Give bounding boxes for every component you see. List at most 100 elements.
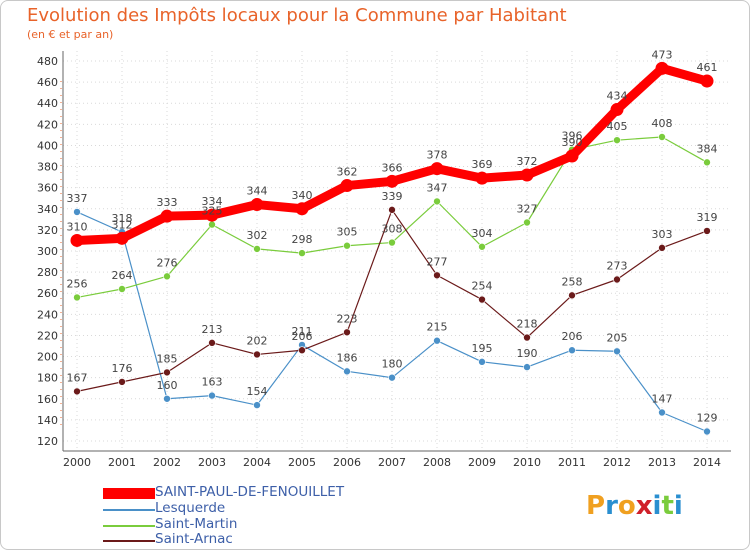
y-tick-label: 380 (37, 161, 58, 174)
data-point-saint-arnac (208, 339, 216, 347)
data-point-saint-arnac (163, 368, 171, 377)
data-label-saint-martin: 298 (292, 233, 313, 246)
y-tick-label: 260 (37, 287, 58, 300)
data-point-saint-martin (253, 245, 261, 253)
data-point-saint-martin (388, 238, 396, 247)
data-label-saint-paul-de-fenouillet: 390 (562, 136, 583, 149)
data-label-lesquerde: 318 (112, 212, 133, 225)
data-label-saint-arnac: 273 (607, 260, 628, 273)
data-label-lesquerde: 147 (652, 393, 673, 406)
data-point-saint-arnac (568, 291, 576, 300)
data-point-lesquerde (343, 367, 351, 376)
data-label-saint-arnac: 218 (517, 318, 538, 331)
legend-swatch-saint-arnac (103, 540, 155, 542)
y-tick-label: 120 (37, 435, 58, 448)
data-label-lesquerde: 190 (517, 347, 538, 360)
data-label-saint-arnac: 303 (652, 228, 673, 241)
data-label-saint-paul-de-fenouillet: 378 (427, 149, 448, 162)
data-label-saint-paul-de-fenouillet: 334 (202, 195, 223, 208)
data-label-saint-martin: 256 (67, 277, 88, 290)
data-point-saint-arnac (658, 244, 666, 252)
data-point-saint-martin (478, 242, 486, 251)
y-tick-label: 240 (37, 308, 58, 321)
logo-letter: x (635, 491, 653, 521)
data-label-saint-martin: 302 (247, 229, 268, 242)
data-label-saint-arnac: 254 (472, 280, 493, 293)
data-label-saint-martin: 408 (652, 117, 673, 130)
data-label-saint-martin: 327 (517, 203, 538, 216)
y-tick-label: 180 (37, 372, 58, 385)
data-point-saint-martin (298, 249, 306, 257)
data-point-saint-paul-de-fenouillet (520, 168, 534, 182)
data-point-saint-paul-de-fenouillet (295, 202, 309, 216)
data-point-lesquerde (163, 394, 171, 403)
data-label-saint-martin: 304 (472, 227, 493, 240)
data-label-saint-martin: 308 (382, 223, 403, 236)
data-label-saint-martin: 305 (337, 226, 358, 239)
data-label-saint-arnac: 202 (247, 334, 268, 347)
x-tick-label: 2004 (243, 456, 271, 469)
data-label-lesquerde: 186 (337, 351, 358, 364)
data-label-saint-paul-de-fenouillet: 310 (67, 220, 88, 233)
data-point-saint-paul-de-fenouillet (655, 61, 669, 75)
data-label-lesquerde: 205 (607, 331, 628, 344)
logo-letter: i (673, 491, 683, 521)
data-label-lesquerde: 160 (157, 379, 178, 392)
data-label-saint-paul-de-fenouillet: 312 (112, 218, 133, 231)
logo-letter: P (586, 491, 606, 521)
data-label-saint-martin: 347 (427, 181, 448, 194)
data-label-saint-arnac: 277 (427, 255, 448, 268)
x-tick-label: 2008 (423, 456, 451, 469)
data-label-saint-paul-de-fenouillet: 344 (247, 185, 268, 198)
data-label-saint-paul-de-fenouillet: 333 (157, 196, 178, 209)
data-point-saint-arnac (253, 350, 261, 359)
x-tick-label: 2001 (108, 456, 136, 469)
data-point-lesquerde (208, 391, 216, 400)
x-tick-label: 2006 (333, 456, 361, 469)
y-tick-label: 340 (37, 203, 58, 216)
data-point-saint-paul-de-fenouillet (70, 233, 84, 247)
y-tick-label: 200 (37, 351, 58, 364)
chart-title: Evolution des Impôts locaux pour la Comm… (27, 5, 567, 26)
x-tick-label: 2007 (378, 456, 406, 469)
data-point-lesquerde (478, 358, 486, 366)
x-tick-label: 2005 (288, 456, 316, 469)
y-tick-label: 140 (37, 414, 58, 427)
data-label-lesquerde: 154 (247, 385, 268, 398)
data-point-lesquerde (613, 347, 621, 356)
data-point-saint-martin (343, 241, 351, 250)
data-point-lesquerde (703, 427, 711, 436)
data-point-saint-arnac (703, 227, 711, 235)
logo-letter: i (652, 491, 662, 521)
legend-label-saint-paul: SAINT-PAUL-DE-FENOUILLET (155, 484, 345, 500)
data-label-saint-paul-de-fenouillet: 372 (517, 155, 538, 168)
data-label-saint-paul-de-fenouillet: 340 (292, 189, 313, 202)
data-point-saint-paul-de-fenouillet (340, 179, 354, 193)
data-label-saint-martin: 276 (157, 256, 178, 269)
y-tick-label: 320 (37, 224, 58, 237)
data-label-lesquerde: 195 (472, 342, 493, 355)
data-label-lesquerde: 163 (202, 376, 223, 389)
data-label-lesquerde: 211 (292, 325, 313, 338)
proxiti-logo: Proxiti (586, 491, 683, 521)
data-point-saint-martin (118, 285, 126, 293)
x-tick-label: 2012 (603, 456, 631, 469)
data-label-lesquerde: 180 (382, 358, 403, 371)
data-label-saint-arnac: 223 (337, 312, 358, 325)
legend-swatch-saint-paul (103, 488, 155, 499)
data-point-lesquerde (388, 373, 396, 382)
data-label-saint-martin: 384 (697, 142, 718, 155)
logo-letter: t (661, 491, 674, 521)
data-point-lesquerde (253, 401, 261, 409)
data-point-saint-arnac (298, 346, 306, 355)
data-label-saint-martin: 405 (607, 120, 628, 133)
data-label-saint-paul-de-fenouillet: 434 (607, 90, 628, 103)
y-tick-label: 280 (37, 266, 58, 279)
data-point-lesquerde (73, 208, 81, 216)
data-point-saint-paul-de-fenouillet (475, 171, 489, 185)
logo-letter: o (617, 491, 636, 521)
data-point-saint-arnac (118, 378, 126, 386)
y-tick-label: 400 (37, 139, 58, 152)
